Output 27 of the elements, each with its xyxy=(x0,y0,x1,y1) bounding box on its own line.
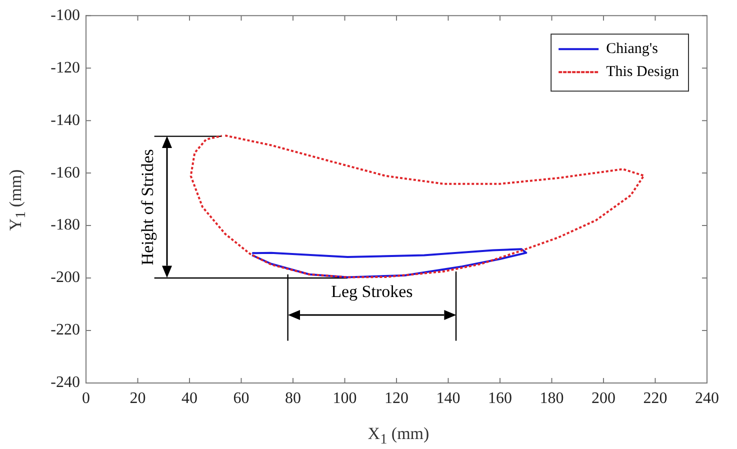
x-tick-label: 120 xyxy=(384,390,408,407)
y-tick-label: -120 xyxy=(50,59,80,76)
line-series xyxy=(190,134,645,278)
x-tick-label: 140 xyxy=(436,390,460,407)
x-tick-label: 0 xyxy=(82,390,90,407)
y-tick-label: -220 xyxy=(50,322,80,339)
y-tick-label: -240 xyxy=(50,374,80,392)
x-tick-label: 240 xyxy=(695,390,719,407)
x-tick-label: 60 xyxy=(233,390,250,407)
y-tick-label: -200 xyxy=(50,269,80,286)
y-tick-label: -100 xyxy=(50,6,80,24)
y-tick-label: -140 xyxy=(50,112,80,129)
x-tick-label: 220 xyxy=(643,390,668,407)
y-tick-label: -180 xyxy=(50,216,80,234)
legend-label: This Design xyxy=(606,64,680,80)
y-tick-label: -160 xyxy=(50,164,80,182)
x-tick-label: 40 xyxy=(182,390,198,407)
ref-line-label: Height of Strides xyxy=(138,149,158,266)
x-tick-label: 80 xyxy=(285,390,301,407)
x-tick-label: 200 xyxy=(592,390,616,407)
x-tick-label: 180 xyxy=(540,390,564,407)
x-tick-label: 20 xyxy=(130,390,146,407)
ref-line-label: Leg Strokes xyxy=(331,282,413,302)
x-axis-title: X$_{1}$ (mm) xyxy=(366,424,430,448)
x-tick-label: 160 xyxy=(488,390,512,407)
legend-label: Chiang's xyxy=(606,41,658,58)
x-tick-label: 100 xyxy=(332,390,357,407)
